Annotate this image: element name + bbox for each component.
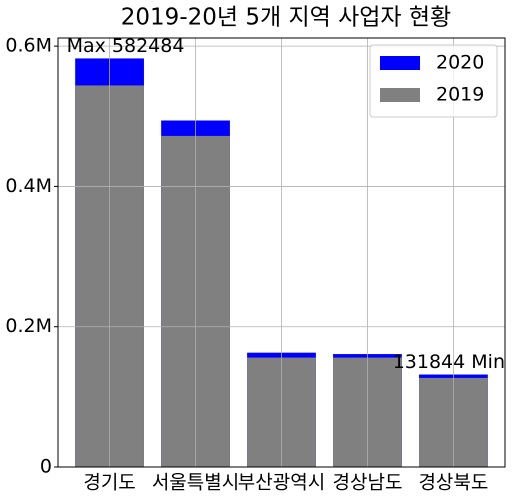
x-tick-label: 경기도	[83, 472, 135, 494]
legend-label: 2020	[436, 52, 484, 74]
plot-frame	[57, 37, 506, 468]
x-tick-label: 경상남도	[333, 472, 403, 494]
chart-title: 2019-20년 5개 지역 사업자 현황	[121, 5, 451, 31]
x-tick-label: 경상북도	[418, 472, 488, 494]
x-tick-label: 부산광역시	[238, 472, 325, 494]
y-tick-label: 0.4M	[5, 175, 52, 197]
y-tick-label: 0.2M	[5, 315, 52, 337]
y-tick-label: 0	[40, 456, 52, 478]
legend-swatch	[380, 56, 420, 70]
legend-swatch	[380, 88, 420, 102]
x-tick-label: 서울특별시	[152, 472, 239, 494]
legend-label: 2019	[436, 84, 484, 106]
y-tick-label: 0.6M	[5, 35, 52, 57]
annotation: 131844 Min	[393, 351, 505, 373]
annotation: Max 582484	[67, 35, 185, 57]
